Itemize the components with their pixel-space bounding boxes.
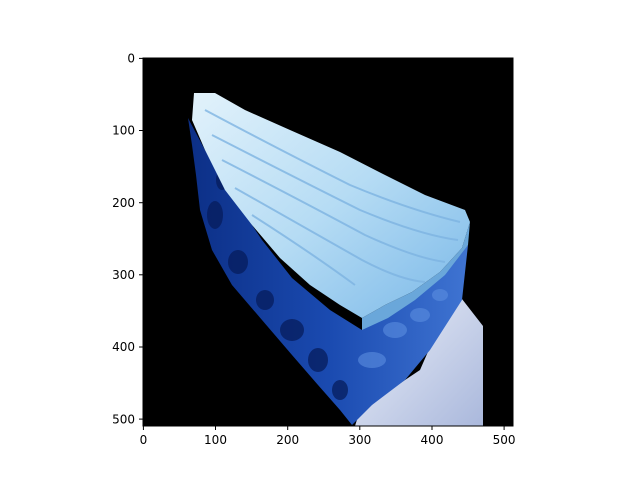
frosting-ridges <box>204 109 461 286</box>
cake-sponge <box>188 118 468 425</box>
axes-frame <box>142 57 514 427</box>
x-tick-label: 0 <box>140 433 148 447</box>
x-axis <box>142 426 505 430</box>
image-area <box>143 58 513 426</box>
y-tick-label: 400 <box>112 340 135 354</box>
y-tick-label: 0 <box>127 52 135 66</box>
x-tick-label: 300 <box>348 433 371 447</box>
sponge-highlights <box>358 289 448 368</box>
cake-frosting <box>192 93 470 318</box>
y-axis <box>139 57 143 420</box>
y-tick-label: 200 <box>112 196 135 210</box>
x-tick-label: 400 <box>421 433 444 447</box>
y-tick-labels: 0 100 200 300 400 500 <box>112 52 135 427</box>
y-tick-label: 500 <box>112 412 135 426</box>
frosting-edge <box>362 222 470 330</box>
y-tick-label: 300 <box>112 268 135 282</box>
x-tick-label: 500 <box>493 433 516 447</box>
x-tick-label: 200 <box>276 433 299 447</box>
sponge-texture <box>207 170 348 400</box>
y-tick-label: 100 <box>112 124 135 138</box>
x-tick-labels: 0 100 200 300 400 500 <box>140 433 516 447</box>
x-tick-label: 100 <box>204 433 227 447</box>
